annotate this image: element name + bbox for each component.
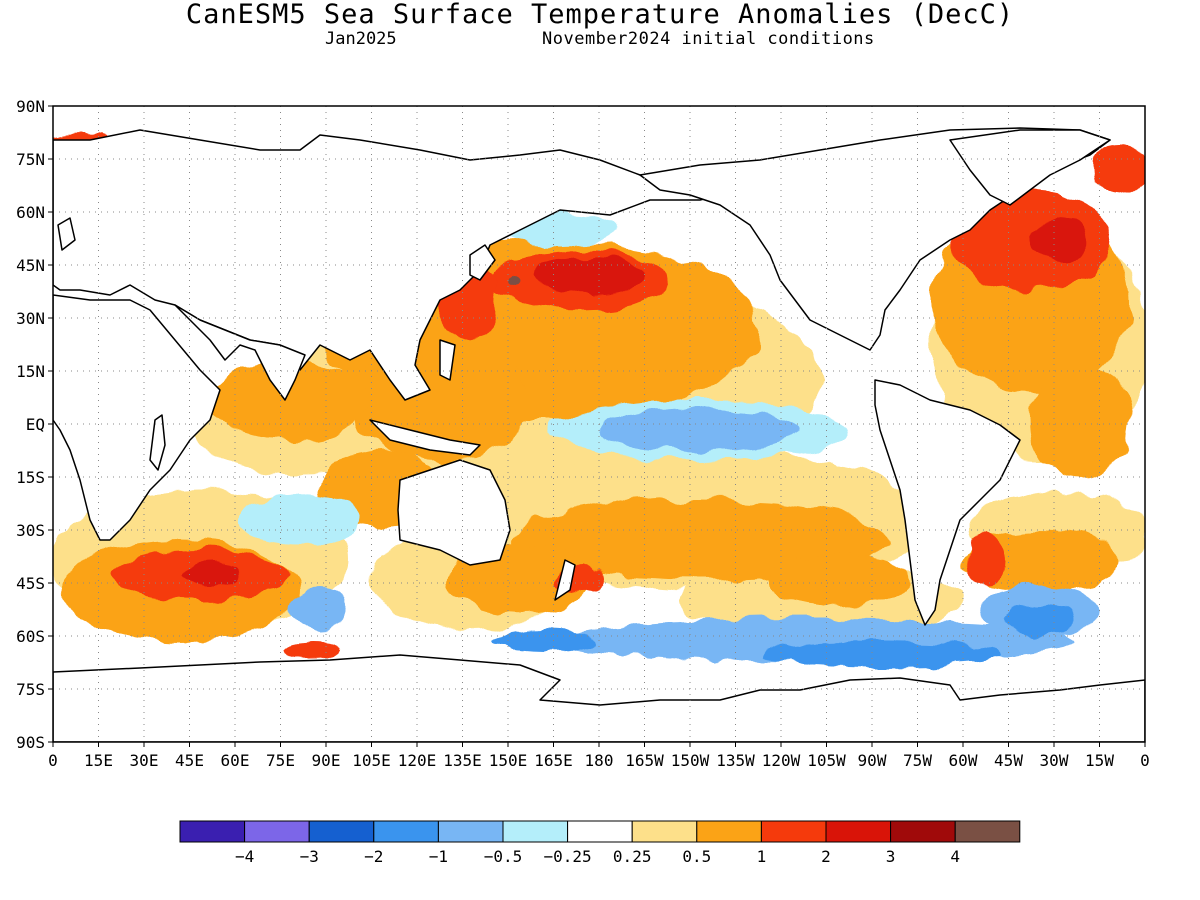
colorbar-swatch bbox=[502, 820, 569, 843]
colorbar-label: 0.5 bbox=[682, 847, 711, 866]
lon-tick-label: 45W bbox=[994, 751, 1023, 770]
lon-tick-label: 135W bbox=[716, 751, 755, 770]
lon-tick-label: 0 bbox=[1140, 751, 1150, 770]
lat-tick-label: 90S bbox=[16, 733, 45, 752]
lon-tick-label: 75W bbox=[903, 751, 932, 770]
colorbar-label: −3 bbox=[300, 847, 319, 866]
lon-tick-label: 15E bbox=[84, 751, 113, 770]
colorbar-swatch bbox=[244, 820, 310, 843]
colorbar-swatch bbox=[308, 820, 375, 843]
lon-tick-label: 90E bbox=[312, 751, 341, 770]
lon-tick-label: 30W bbox=[1040, 751, 1069, 770]
lon-tick-label: 30E bbox=[130, 751, 159, 770]
lon-tick-label: 135E bbox=[443, 751, 482, 770]
lat-tick-label: 15N bbox=[16, 362, 45, 381]
lat-tick-label: 90N bbox=[16, 97, 45, 116]
map-gridlines bbox=[53, 106, 1145, 742]
colorbar-label: −4 bbox=[235, 847, 254, 866]
map-title: CanESM5 Sea Surface Temperature Anomalie… bbox=[185, 0, 1015, 30]
colorbar-label: −2 bbox=[364, 847, 383, 866]
colorbar: −4 −3 −2 −1 −0.5 −0.25 0.25 0.5 1 2 3 4 bbox=[179, 820, 1021, 866]
colorbar-swatch bbox=[373, 820, 439, 843]
lon-tick-label: 60E bbox=[221, 751, 250, 770]
lon-tick-label: 180 bbox=[585, 751, 614, 770]
colorbar-label: 1 bbox=[757, 847, 767, 866]
lon-tick-label: 15W bbox=[1085, 751, 1114, 770]
lon-tick-label: 60W bbox=[949, 751, 978, 770]
colorbar-swatch bbox=[760, 820, 827, 843]
colorbar-swatch bbox=[631, 820, 698, 843]
lat-tick-label: 45S bbox=[16, 574, 45, 593]
lon-tick-label: 0 bbox=[48, 751, 58, 770]
colorbar-swatch bbox=[567, 820, 633, 843]
colorbar-swatch bbox=[437, 820, 504, 843]
lon-tick-label: 150W bbox=[671, 751, 710, 770]
colorbar-swatch bbox=[179, 820, 246, 843]
lat-tick-label: 15S bbox=[16, 468, 45, 487]
lon-tick-label: 120W bbox=[762, 751, 801, 770]
lon-tick-label: 120E bbox=[398, 751, 437, 770]
lon-tick-label: 105E bbox=[352, 751, 391, 770]
lat-tick-label: 30S bbox=[16, 521, 45, 540]
lat-tick-label: 60N bbox=[16, 203, 45, 222]
lon-tick-label: 165W bbox=[625, 751, 664, 770]
colorbar-label: −0.25 bbox=[544, 847, 592, 866]
lon-tick-label: 90W bbox=[858, 751, 887, 770]
lon-tick-label: 165E bbox=[534, 751, 573, 770]
lon-tick-label: 105W bbox=[807, 751, 846, 770]
colorbar-label: −0.5 bbox=[484, 847, 523, 866]
colorbar-label: 0.25 bbox=[613, 847, 652, 866]
lat-tick-label: 75S bbox=[16, 680, 45, 699]
colorbar-swatch bbox=[825, 820, 892, 843]
colorbar-label: 3 bbox=[886, 847, 896, 866]
lat-tick-label: EQ bbox=[26, 415, 45, 434]
init-conditions-label: November2024 initial conditions bbox=[542, 29, 875, 49]
colorbar-swatch bbox=[890, 820, 956, 843]
lon-tick-label: 150E bbox=[489, 751, 528, 770]
colorbar-label: 4 bbox=[950, 847, 960, 866]
colorbar-label: −1 bbox=[429, 847, 448, 866]
lat-tick-label: 60S bbox=[16, 627, 45, 646]
lat-tick-label: 45N bbox=[16, 256, 45, 275]
longitude-axis: 0 15E 30E 45E 60E 75E 90E 105E 120E 135E 150E 165E 1… bbox=[48, 742, 1150, 770]
lat-tick-label: 30N bbox=[16, 309, 45, 328]
colorbar-swatch bbox=[696, 820, 762, 843]
anomaly-field bbox=[53, 106, 1145, 742]
lat-tick-label: 75N bbox=[16, 150, 45, 169]
latitude-axis: 90N 75N 60N 45N 30N 15N EQ 15S 30S 45S 60S 75S 90S bbox=[16, 97, 53, 752]
valid-time-label: Jan2025 bbox=[325, 29, 397, 49]
lon-tick-label: 75E bbox=[266, 751, 295, 770]
colorbar-swatch bbox=[954, 820, 1021, 843]
lon-tick-label: 45E bbox=[175, 751, 204, 770]
continents bbox=[53, 127, 1145, 742]
colorbar-label: 2 bbox=[821, 847, 831, 866]
